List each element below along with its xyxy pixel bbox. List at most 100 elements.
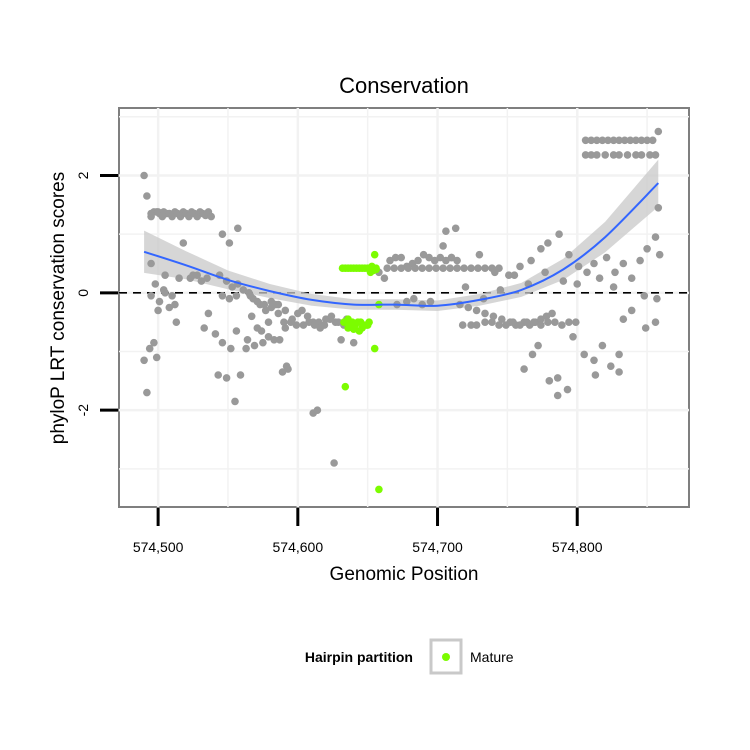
data-point: [502, 321, 510, 329]
data-point: [530, 318, 538, 327]
data-point: [410, 294, 418, 303]
data-point: [200, 324, 208, 332]
data-point: [516, 262, 524, 271]
data-point: [516, 321, 524, 329]
data-point: [467, 321, 475, 329]
data-point: [598, 341, 607, 350]
data-point: [573, 280, 581, 288]
data-point: [636, 256, 644, 265]
data-point: [403, 297, 411, 306]
data-point: [544, 239, 552, 247]
data-point: [253, 297, 262, 306]
data-point: [548, 309, 556, 318]
data-point: [472, 306, 481, 315]
data-point: [651, 318, 660, 327]
data-point: [305, 318, 313, 327]
data-point: [565, 318, 573, 327]
data-point-mature: [341, 382, 350, 391]
data-point: [451, 224, 460, 233]
data-point: [246, 292, 255, 300]
data-point: [257, 327, 266, 335]
data-point: [236, 371, 245, 379]
data-point: [583, 268, 591, 277]
data-point: [274, 309, 283, 318]
data-point: [391, 253, 400, 262]
data-point: [637, 151, 646, 159]
data-point: [496, 286, 505, 294]
data-point: [598, 136, 607, 145]
data-point: [397, 253, 406, 262]
data-point: [593, 136, 601, 145]
data-point: [653, 294, 661, 303]
smooth-trend-line: [143, 182, 660, 307]
data-point: [464, 303, 473, 312]
data-point: [275, 336, 284, 344]
grid-lines: [119, 108, 689, 507]
x-axis: 574,500 574,600 574,700 574,800: [133, 508, 603, 555]
data-point: [150, 338, 158, 347]
data-point: [327, 312, 336, 321]
data-point: [294, 309, 302, 318]
data-point: [559, 277, 568, 285]
data-point: [558, 321, 566, 329]
data-point: [442, 256, 450, 265]
data-point: [620, 136, 629, 145]
legend-item-mature: Mature: [470, 649, 514, 665]
legend: Hairpin partition Mature: [305, 638, 514, 675]
data-point: [203, 274, 211, 283]
data-point: [520, 365, 528, 373]
chart-title: Conservation: [339, 73, 469, 98]
data-point: [607, 362, 615, 371]
data-point: [197, 277, 206, 285]
data-point: [651, 233, 660, 241]
data-point: [553, 391, 562, 400]
data-point: [509, 318, 517, 327]
data-point: [227, 344, 235, 353]
data-point: [537, 321, 545, 329]
data-point: [264, 333, 273, 341]
data-point: [461, 283, 470, 291]
data-point: [426, 297, 435, 306]
data-point: [225, 239, 234, 247]
data-point-mature: [369, 266, 378, 275]
data-point: [590, 356, 598, 365]
legend-mature-swatch: [442, 653, 450, 661]
data-point: [648, 136, 657, 145]
data-point: [140, 171, 148, 180]
y-axis-title: phyloP LRT conservation scores: [48, 172, 69, 445]
data-point: [218, 292, 227, 300]
data-point: [632, 136, 640, 145]
data-point: [626, 136, 635, 145]
data-point: [303, 312, 312, 321]
data-point: [271, 300, 280, 309]
data-point: [432, 264, 440, 273]
data-point: [593, 151, 601, 159]
data-point: [250, 341, 259, 350]
data-point: [640, 292, 649, 300]
data-point: [481, 309, 489, 318]
data-point: [587, 151, 595, 159]
data-point: [310, 321, 319, 329]
data-point: [637, 136, 646, 145]
data-point: [330, 459, 338, 467]
data-point: [414, 256, 422, 265]
data-point: [615, 136, 623, 145]
data-point: [175, 274, 183, 283]
data-point: [147, 259, 155, 268]
data-point: [472, 321, 481, 329]
data-point: [481, 318, 489, 327]
x-tick-label: 574,700: [412, 539, 463, 555]
y-tick-label: -2: [75, 404, 91, 417]
y-tick-label: 2: [75, 171, 91, 179]
data-point: [147, 292, 155, 300]
data-point-mature: [355, 327, 364, 335]
data-point: [446, 264, 454, 273]
data-point: [189, 271, 197, 280]
data-point: [643, 136, 651, 145]
data-point: [632, 151, 640, 159]
data-point: [232, 327, 241, 335]
data-point: [232, 292, 241, 300]
data-point: [281, 324, 290, 332]
data-point: [145, 344, 154, 353]
data-point: [590, 259, 598, 268]
